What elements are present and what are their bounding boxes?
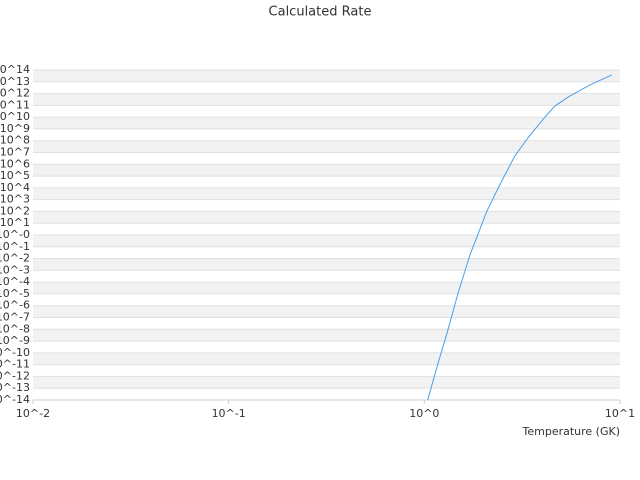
- chart-title: Calculated Rate: [269, 5, 372, 20]
- y-tick-label: 10^-0: [0, 228, 30, 241]
- y-tick-label: 10^6: [0, 157, 30, 170]
- y-tick-label: 10^-9: [0, 334, 30, 347]
- y-tick-label: 10^-4: [0, 275, 30, 288]
- y-tick-label: 10^-11: [0, 358, 30, 371]
- y-tick-label: 10^4: [0, 181, 30, 194]
- y-tick-label: 10^11: [0, 98, 30, 111]
- y-tick-label: 10^-6: [0, 299, 30, 312]
- y-tick-label: 10^-5: [0, 287, 30, 300]
- grid-band: [33, 235, 620, 247]
- y-tick-label: 10^3: [0, 193, 30, 206]
- y-tick-label: 10^14: [0, 63, 30, 76]
- x-tick-label: 10^1: [605, 407, 635, 420]
- grid-band: [33, 376, 620, 389]
- y-tick-label: 10^-7: [0, 311, 30, 324]
- y-tick-label: 10^-13: [0, 381, 30, 394]
- grid-band: [33, 117, 620, 129]
- grid-band: [33, 164, 620, 177]
- grid-band: [33, 329, 620, 342]
- grid-band: [33, 258, 620, 271]
- y-tick-label: 10^-3: [0, 263, 30, 276]
- x-tick-label: 10^-1: [212, 407, 246, 420]
- y-tick-label: 10^-1: [0, 240, 30, 253]
- y-tick-label: 10^-8: [0, 322, 30, 335]
- y-tick-label: 10^2: [0, 204, 30, 217]
- y-tick-label: 10^-10: [0, 346, 30, 359]
- y-tick-label: 10^13: [0, 75, 30, 88]
- y-tick-label: 10^-12: [0, 369, 30, 382]
- data-line: [427, 74, 613, 401]
- grid-band: [33, 305, 620, 318]
- y-tick-label: 10^8: [0, 134, 30, 147]
- grid-band: [33, 140, 620, 153]
- grid-band: [33, 282, 620, 294]
- x-tick-label: 10^-2: [16, 407, 50, 420]
- x-tick-label: 10^0: [409, 407, 439, 420]
- grid-band: [33, 93, 620, 106]
- y-tick-label: 10^-14: [0, 393, 30, 406]
- x-axis-label: Temperature (GK): [522, 425, 621, 438]
- grid-band: [33, 70, 620, 82]
- y-tick-label: 10^-2: [0, 252, 30, 265]
- grid-band: [33, 187, 620, 200]
- grid-band: [33, 211, 620, 224]
- y-tick-label: 10^1: [0, 216, 30, 229]
- y-tick-label: 10^7: [0, 146, 30, 159]
- y-tick-label: 10^5: [0, 169, 30, 182]
- y-tick-label: 10^12: [0, 87, 30, 100]
- grid-band: [33, 352, 620, 365]
- y-tick-label: 10^10: [0, 110, 30, 123]
- y-tick-label: 10^9: [0, 122, 30, 135]
